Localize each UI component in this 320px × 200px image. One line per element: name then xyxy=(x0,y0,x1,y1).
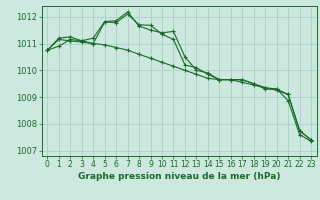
X-axis label: Graphe pression niveau de la mer (hPa): Graphe pression niveau de la mer (hPa) xyxy=(78,172,280,181)
